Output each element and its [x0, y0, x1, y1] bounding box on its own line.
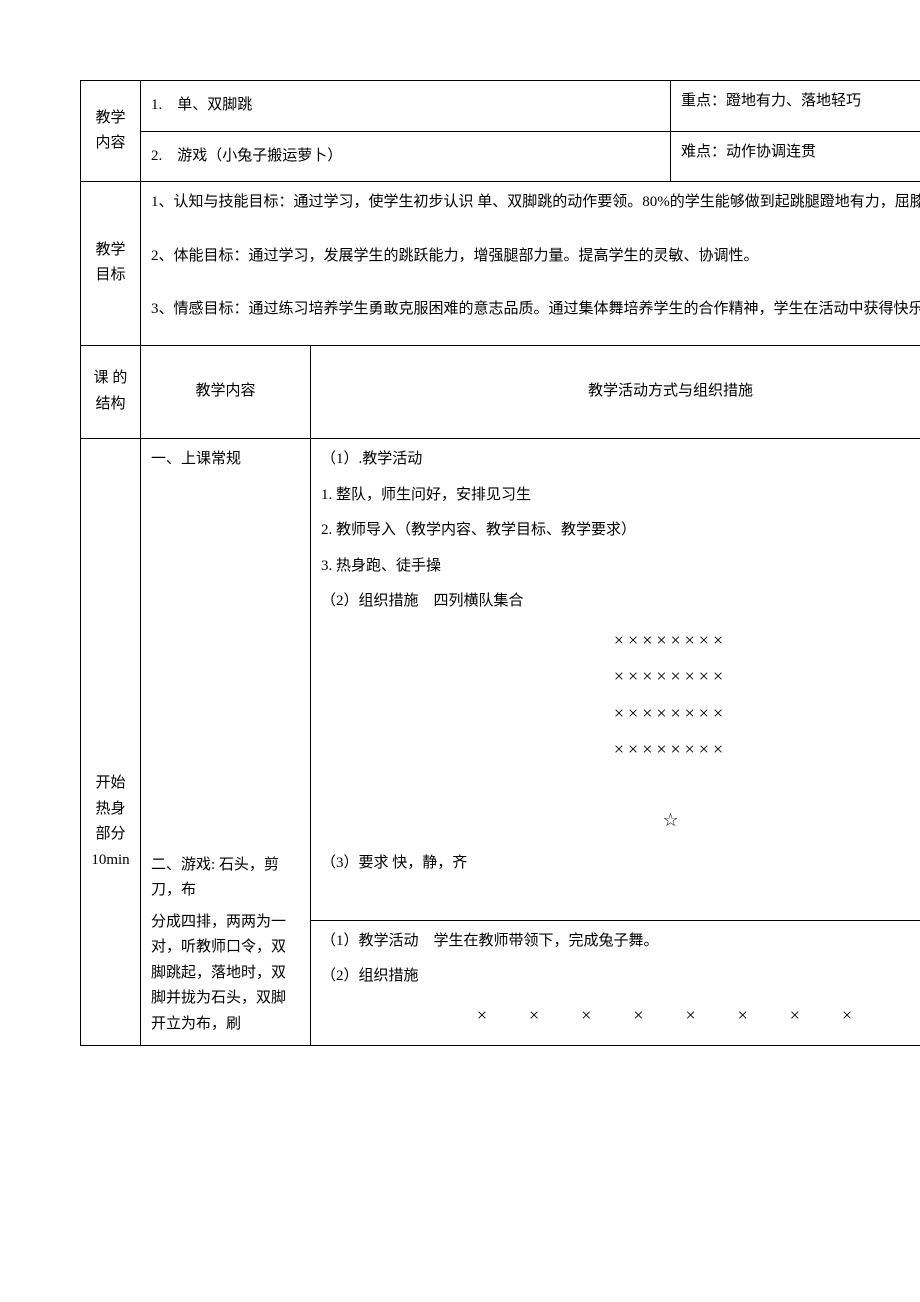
- act-l1: （1）.教学活动: [321, 447, 920, 473]
- act-l5: （2）组织措施 四列横队集合: [321, 589, 920, 615]
- formation-row-3: ××××××××: [321, 698, 920, 729]
- section-label-a: 开始热身部分: [91, 771, 130, 848]
- table-row: 课 的结构 教学内容 教学活动方式与组织措施 次数与时间: [81, 345, 920, 439]
- section-content-2a: 二、游戏: 石头，剪刀，布: [151, 853, 300, 904]
- goals-cell: 1、认知与技能目标：通过学习，使学生初步认识 单、双脚跳的动作要领。80%的学生…: [141, 182, 920, 346]
- act-l6: （3）要求 快，静，齐: [321, 851, 920, 877]
- table-row: 教学内容 1. 单、双脚跳 重点：蹬地有力、落地轻巧: [81, 81, 920, 132]
- difficulty: 难点：动作协调连贯: [671, 131, 920, 182]
- act-l7: （1）教学活动 学生在教师带领下，完成兔子舞。: [321, 929, 920, 955]
- teaching-content-label: 教学内容: [81, 81, 141, 182]
- hdr-structure: 课 的结构: [81, 345, 141, 439]
- goal-3: 3、情感目标：通过练习培养学生勇敢克服困难的意志品质。通过集体舞培养学生的合作精…: [151, 297, 920, 323]
- section-label-b: 10min: [91, 848, 130, 874]
- table-row: 2. 游戏（小兔子搬运萝卜） 难点：动作协调连贯: [81, 131, 920, 182]
- hdr-activity: 教学活动方式与组织措施: [311, 345, 920, 439]
- act-l2: 1. 整队，师生问好，安排见习生: [321, 483, 920, 509]
- formation-row-2: ××××××××: [321, 661, 920, 692]
- act-l8: （2）组织措施: [321, 964, 920, 990]
- lesson-plan-table: 教学内容 1. 单、双脚跳 重点：蹬地有力、落地轻巧 2. 游戏（小兔子搬运萝卜…: [80, 80, 920, 1046]
- formation-row-4: ××××××××: [321, 734, 920, 765]
- hdr-content: 教学内容: [141, 345, 311, 439]
- teaching-content-1: 1. 单、双脚跳: [141, 81, 671, 132]
- teaching-content-2: 2. 游戏（小兔子搬运萝卜）: [141, 131, 671, 182]
- section-label: 开始热身部分 10min: [81, 439, 141, 1046]
- section-content-2b: 分成四排，两两为一对，听教师口令，双脚跳起，落地时，双脚并拢为石头，双脚开立为布…: [151, 910, 300, 1038]
- act-l4: 3. 热身跑、徒手操: [321, 554, 920, 580]
- star-icon: ☆: [321, 805, 920, 836]
- activity-cell-2: （1）教学活动 学生在教师带领下，完成兔子舞。 （2）组织措施 × × × × …: [311, 920, 920, 1045]
- formation-row-b1: × × × × × × × ×: [321, 1000, 920, 1031]
- activity-cell-1: （1）.教学活动 1. 整队，师生问好，安排见习生 2. 教师导入（教学内容、教…: [311, 439, 920, 921]
- formation-row-1: ××××××××: [321, 625, 920, 656]
- goals-label: 教学目标: [81, 182, 141, 346]
- table-row: 开始热身部分 10min 一、上课常规 二、游戏: 石头，剪刀，布 分成四排，两…: [81, 439, 920, 921]
- section-content-cell: 一、上课常规 二、游戏: 石头，剪刀，布 分成四排，两两为一对，听教师口令，双脚…: [141, 439, 311, 1046]
- act-l3: 2. 教师导入（教学内容、教学目标、教学要求）: [321, 518, 920, 544]
- section-content-1: 一、上课常规: [151, 447, 300, 473]
- goal-1: 1、认知与技能目标：通过学习，使学生初步认识 单、双脚跳的动作要领。80%的学生…: [151, 190, 920, 216]
- goal-2: 2、体能目标：通过学习，发展学生的跳跃能力，增强腿部力量。提高学生的灵敏、协调性…: [151, 244, 920, 270]
- table-row: 教学目标 1、认知与技能目标：通过学习，使学生初步认识 单、双脚跳的动作要领。8…: [81, 182, 920, 346]
- key-point: 重点：蹬地有力、落地轻巧: [671, 81, 920, 132]
